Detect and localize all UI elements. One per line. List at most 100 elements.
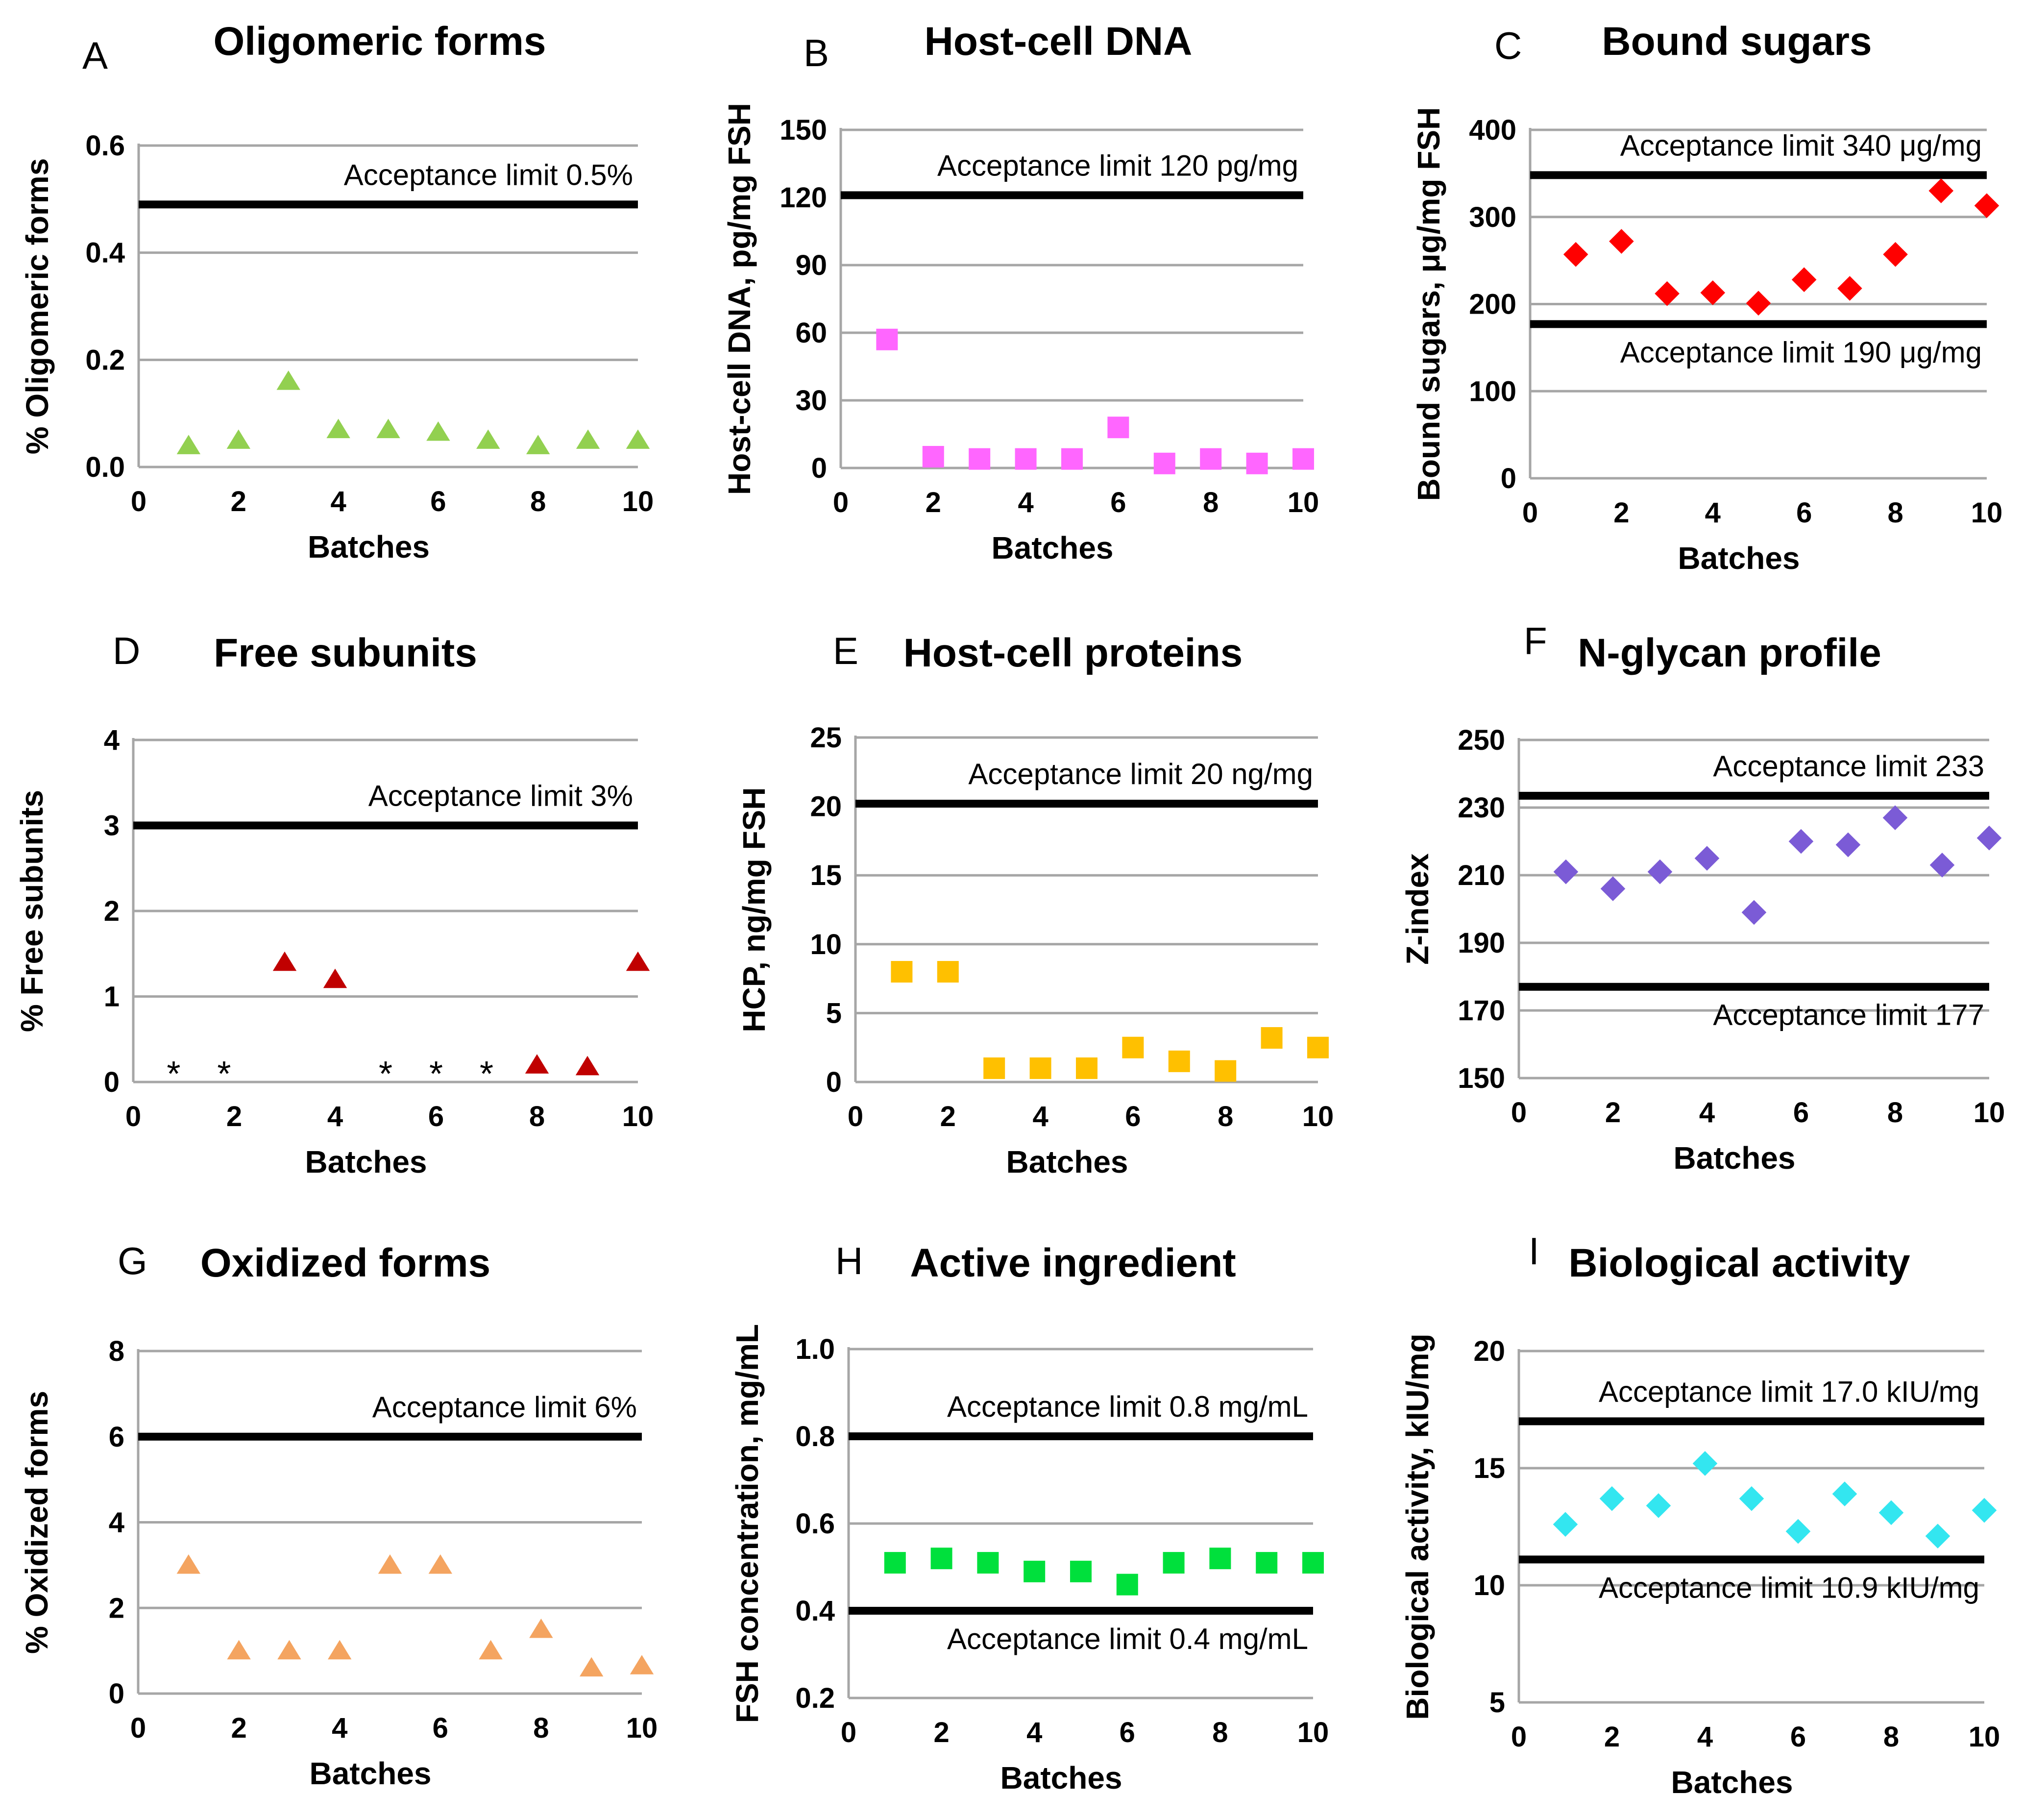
- y-axis-label: FSH concentration, mg/mL: [730, 1324, 765, 1723]
- data-point: [580, 1657, 604, 1677]
- y-axis-label: Biological activity, kIU/mg: [1400, 1333, 1435, 1720]
- acceptance-limit-label: Acceptance limit 0.4 mg/mL: [947, 1623, 1308, 1655]
- y-tick-label: 90: [795, 249, 827, 281]
- panel-title: Oxidized forms: [200, 1241, 490, 1285]
- x-tick-label: 4: [1697, 1721, 1713, 1753]
- x-tick-label: 8: [1883, 1721, 1899, 1753]
- data-point: [1883, 242, 1908, 267]
- data-point: [1974, 193, 1999, 218]
- y-tick-label: 0.2: [795, 1682, 835, 1714]
- panel-i: 5 10 15 20 0 2 4 6 8 10 Batches Biological activity…: [1400, 1230, 2000, 1800]
- y-tick-label: 8: [109, 1335, 124, 1367]
- data-point: [626, 429, 650, 449]
- panel-g: 0 2 4 6 8 0 2 4 6 8 10 Batches % Oxidized forms G Oxid…: [19, 1239, 658, 1791]
- panel-letter: D: [113, 629, 140, 672]
- y-tick-label: 20: [810, 791, 842, 823]
- panel-d: 0 1 2 3 4 0 2 4 6 8 10 Batches % Free subunits D Free …: [14, 629, 654, 1180]
- acceptance-limit-label: Acceptance limit 6%: [372, 1391, 637, 1424]
- data-point: [1200, 448, 1222, 470]
- data-point: [426, 421, 450, 441]
- x-tick-label: 2: [933, 1717, 949, 1748]
- y-tick-label: 3: [104, 810, 120, 842]
- x-axis-label: Batches: [308, 529, 430, 565]
- data-point: [1882, 805, 1908, 830]
- acceptance-limit-label: Acceptance limit 0.5%: [344, 158, 633, 191]
- y-tick-label: 2: [104, 895, 120, 927]
- y-tick-label: 0.6: [85, 130, 125, 162]
- data-point: [1739, 1486, 1764, 1511]
- data-point: [1122, 1036, 1144, 1058]
- data-point: [326, 418, 350, 439]
- data-point: [1700, 280, 1726, 305]
- y-tick-label: 2: [109, 1592, 124, 1624]
- y-tick-label: 4: [104, 724, 120, 756]
- x-tick-label: 4: [1026, 1717, 1042, 1748]
- data-point: [1746, 291, 1771, 316]
- x-tick-label: 2: [926, 487, 941, 518]
- x-tick-label: 10: [622, 1101, 654, 1132]
- y-tick-label: 30: [795, 385, 827, 417]
- y-tick-label: 150: [1458, 1062, 1505, 1094]
- x-axis-label: Batches: [992, 530, 1114, 566]
- y-tick-label: 0.4: [85, 237, 125, 269]
- panel-e: 0 5 10 15 20 25 0 2 4 6 8 10 Batches HCP, ng/mg FSH E H…: [736, 629, 1334, 1180]
- x-tick-label: 0: [1522, 497, 1538, 529]
- data-point: [1741, 900, 1767, 925]
- x-axis-label: Batches: [1674, 1140, 1796, 1176]
- data-point: [525, 1054, 549, 1074]
- data-point: [526, 435, 550, 454]
- data-point: [276, 370, 300, 390]
- acceptance-limit-label: Acceptance limit 20 ng/mg: [968, 758, 1313, 790]
- data-point: [529, 1618, 553, 1638]
- data-point: [891, 961, 913, 983]
- x-tick-label: 10: [626, 1712, 658, 1744]
- data-point: [1292, 448, 1314, 470]
- y-axis-label: Z-index: [1400, 853, 1435, 965]
- y-tick-label: 200: [1469, 289, 1516, 320]
- y-tick-label: 400: [1469, 114, 1516, 146]
- data-point: [1925, 1524, 1950, 1549]
- y-tick-label: 0.8: [795, 1421, 835, 1452]
- x-tick-label: 0: [848, 1101, 863, 1132]
- data-point: [476, 429, 500, 449]
- x-tick-label: 8: [1212, 1717, 1228, 1748]
- data-point: [1646, 1493, 1671, 1518]
- x-tick-label: 8: [1203, 487, 1219, 518]
- y-tick-label: 0.2: [85, 344, 125, 376]
- y-tick-label: 25: [810, 722, 842, 754]
- data-point: [1609, 229, 1634, 254]
- acceptance-limit-label: Acceptance limit 3%: [368, 780, 633, 812]
- data-point: [1837, 276, 1862, 301]
- x-tick-label: 10: [1297, 1717, 1329, 1748]
- y-tick-label: 0.0: [85, 451, 125, 483]
- acceptance-limit-label: Acceptance limit 340 μg/mg: [1620, 129, 1982, 162]
- x-tick-label: 4: [327, 1101, 343, 1132]
- x-tick-label: 0: [130, 1712, 146, 1744]
- x-tick-label: 0: [1511, 1721, 1527, 1753]
- y-tick-label: 10: [810, 929, 842, 960]
- y-tick-label: 300: [1469, 201, 1516, 233]
- data-point: [1553, 859, 1579, 885]
- data-point: [1692, 1451, 1718, 1476]
- data-point: [1116, 1574, 1138, 1596]
- acceptance-limit-label: Acceptance limit 120 pg/mg: [937, 149, 1298, 182]
- data-point: [479, 1640, 503, 1660]
- acceptance-limit-label: Acceptance limit 233: [1713, 750, 1984, 783]
- x-tick-label: 2: [1605, 1097, 1621, 1129]
- data-point: [1153, 452, 1175, 474]
- x-tick-label: 2: [231, 1712, 246, 1744]
- data-point: [575, 1056, 600, 1076]
- x-tick-label: 10: [1969, 1721, 2000, 1753]
- data-point: [1209, 1548, 1231, 1570]
- x-axis-label: Batches: [1000, 1760, 1122, 1795]
- x-tick-label: 10: [1288, 487, 1319, 518]
- data-point: [1835, 832, 1861, 858]
- panel-f: 150 170 190 210 230 250 0 2 4 6 8 10 Batches Z-index F…: [1400, 619, 2005, 1176]
- y-tick-label: 1: [104, 981, 120, 1013]
- x-tick-label: 4: [1018, 487, 1033, 518]
- data-point: [922, 446, 944, 467]
- panel-b: 0 30 60 90 120 150 0 2 4 6 8 10 Batches Host-cell DNA…: [722, 19, 1319, 566]
- below-detection-marker: *: [217, 1055, 231, 1094]
- x-tick-label: 8: [1887, 497, 1903, 529]
- x-tick-label: 4: [1699, 1097, 1715, 1129]
